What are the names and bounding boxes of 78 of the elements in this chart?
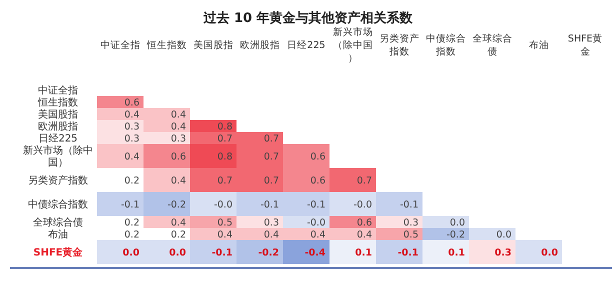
data-label: 0.6 <box>170 152 186 162</box>
data-label: 0.0 <box>496 230 512 240</box>
x-tick-label: 中证全指 <box>100 39 140 51</box>
data-label: -0.0 <box>306 218 326 228</box>
y-tick-label: 欧洲股指 <box>38 120 78 132</box>
data-label: -0.1 <box>260 200 279 210</box>
y-tick-label: 美国股指 <box>38 108 78 120</box>
data-label: 0.6 <box>310 176 326 186</box>
y-tick-label: 另类资产指数 <box>28 174 88 186</box>
data-label: -0.1 <box>400 200 418 210</box>
data-label: -0.2 <box>446 230 465 240</box>
data-label: 0.5 <box>217 218 232 228</box>
data-label: -0.0 <box>353 200 372 210</box>
data-label: 0.7 <box>264 152 279 162</box>
data-label: 0.4 <box>170 110 186 120</box>
data-label: 0.4 <box>356 230 372 240</box>
data-label: -0.1 <box>306 200 326 210</box>
data-label: 0.7 <box>264 134 279 144</box>
y-tick-label: 全球综合债 <box>33 216 83 228</box>
data-label: 0.7 <box>217 134 232 144</box>
data-label: 0.4 <box>217 230 232 240</box>
data-label: 0.2 <box>124 176 140 186</box>
y-tick-label: 中债综合指数 <box>28 198 88 210</box>
data-label: -0.0 <box>214 200 232 210</box>
data-label: 0.4 <box>124 110 140 120</box>
data-label: 0.0 <box>122 248 140 258</box>
data-label: 0.0 <box>169 248 186 258</box>
data-label: 0.7 <box>356 176 372 186</box>
data-label: 0.0 <box>541 248 558 258</box>
data-label: -0.2 <box>167 200 186 210</box>
data-label: -0.2 <box>258 248 279 258</box>
data-label: 0.3 <box>264 218 279 228</box>
x-tick-label: 新兴市场（除中国） <box>332 26 373 64</box>
x-tick-label: 恒生指数 <box>146 39 187 51</box>
data-label: 0.4 <box>170 176 186 186</box>
data-label: 0.8 <box>217 152 232 162</box>
data-label: 0.3 <box>124 122 140 132</box>
data-label: 0.3 <box>494 248 512 258</box>
y-tick-label: 新兴市场（除中国） <box>23 144 93 168</box>
data-label: 0.6 <box>356 218 372 228</box>
y-tick-label: 日经225 <box>38 132 78 144</box>
x-tick-label: 另类资产指数 <box>379 32 420 58</box>
data-label: -0.1 <box>212 248 232 258</box>
x-tick-label: 美国股指 <box>193 39 234 51</box>
chart-title: 过去 10 年黄金与其他资产相关系数 <box>202 10 414 26</box>
data-label: -0.1 <box>398 248 418 258</box>
data-label: 0.1 <box>448 248 465 258</box>
x-tick-label: SHFE黄金 <box>568 32 603 58</box>
data-label: 0.6 <box>124 98 140 108</box>
data-label: 0.1 <box>355 248 372 258</box>
data-label: 0.2 <box>124 218 140 228</box>
data-label: 0.5 <box>403 230 418 240</box>
data-label: 0.2 <box>170 230 186 240</box>
x-tick-label: 布油 <box>528 39 549 51</box>
y-tick-label: SHFE黄金 <box>33 246 84 258</box>
data-label: 0.3 <box>403 218 418 228</box>
data-label: 0.7 <box>217 176 232 186</box>
data-label: 0.4 <box>310 230 326 240</box>
data-label: 0.8 <box>217 122 232 132</box>
y-tick-label: 中证全指 <box>38 84 78 96</box>
data-label: 0.4 <box>124 152 140 162</box>
x-tick-label: 日经225 <box>287 39 326 51</box>
data-label: -0.4 <box>304 248 326 258</box>
y-tick-label: 布油 <box>48 228 68 240</box>
data-label: 0.3 <box>124 134 140 144</box>
data-label: 0.6 <box>310 152 326 162</box>
data-label: 0.4 <box>264 230 279 240</box>
data-label: 0.2 <box>124 230 140 240</box>
y-tick-label: 恒生指数 <box>37 96 78 108</box>
data-label: -0.1 <box>120 200 140 210</box>
data-label: 0.7 <box>264 176 279 186</box>
x-tick-label: 中债综合指数 <box>426 32 466 58</box>
x-tick-label: 全球综合债 <box>472 32 512 58</box>
data-label: 0.3 <box>170 134 186 144</box>
data-label: 0.0 <box>450 218 465 228</box>
x-tick-label: 欧洲股指 <box>240 39 280 51</box>
data-label: 0.4 <box>170 218 186 228</box>
data-label: 0.4 <box>170 122 186 132</box>
